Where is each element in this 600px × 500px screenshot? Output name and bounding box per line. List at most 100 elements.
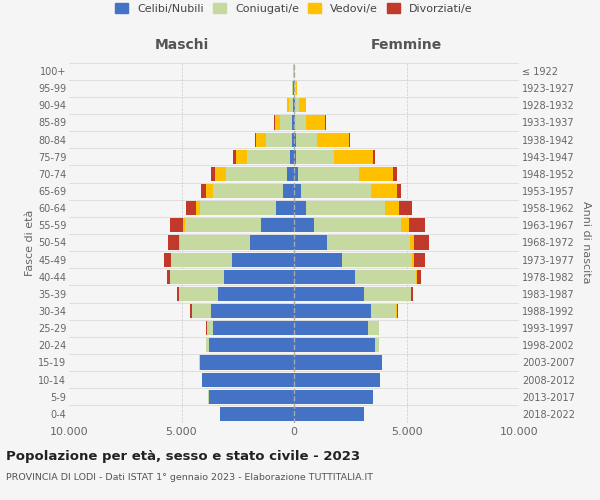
Bar — [247, 150, 290, 164]
Bar — [235, 150, 247, 164]
Bar — [355, 270, 415, 284]
Bar — [299, 98, 306, 112]
Bar — [255, 132, 256, 146]
Bar — [294, 98, 295, 112]
Bar — [294, 132, 296, 146]
Bar — [215, 167, 226, 181]
Bar — [185, 218, 262, 232]
Bar — [275, 116, 280, 130]
Bar — [213, 321, 294, 335]
Bar — [294, 270, 355, 284]
Bar — [280, 116, 292, 130]
Bar — [294, 372, 380, 386]
Bar — [368, 321, 379, 335]
Bar — [167, 270, 170, 284]
Bar — [385, 201, 400, 215]
Bar — [326, 236, 410, 250]
Bar — [409, 218, 425, 232]
Bar — [294, 252, 343, 266]
Bar — [206, 184, 214, 198]
Bar — [220, 407, 294, 421]
Y-axis label: Anni di nascita: Anni di nascita — [581, 201, 592, 284]
Bar — [400, 201, 412, 215]
Bar — [414, 252, 425, 266]
Bar — [187, 201, 196, 215]
Bar — [334, 150, 373, 164]
Bar — [181, 236, 250, 250]
Bar — [250, 236, 294, 250]
Bar — [290, 150, 294, 164]
Bar — [209, 390, 294, 404]
Text: Popolazione per età, sesso e stato civile - 2023: Popolazione per età, sesso e stato civil… — [6, 450, 360, 463]
Bar — [295, 81, 296, 95]
Bar — [170, 252, 172, 266]
Bar — [412, 287, 413, 301]
Bar — [179, 287, 218, 301]
Legend: Celibi/Nubili, Coniugati/e, Vedovi/e, Divorziati/e: Celibi/Nubili, Coniugati/e, Vedovi/e, Di… — [115, 4, 473, 14]
Bar — [214, 184, 283, 198]
Bar — [294, 321, 368, 335]
Bar — [306, 201, 385, 215]
Bar — [298, 167, 359, 181]
Bar — [343, 252, 412, 266]
Bar — [294, 356, 382, 370]
Bar — [183, 218, 185, 232]
Bar — [415, 270, 416, 284]
Bar — [169, 236, 179, 250]
Bar — [314, 218, 401, 232]
Bar — [209, 338, 294, 352]
Bar — [306, 116, 325, 130]
Bar — [317, 132, 349, 146]
Bar — [373, 150, 374, 164]
Bar — [294, 184, 301, 198]
Text: PROVINCIA DI LODI - Dati ISTAT 1° gennaio 2023 - Elaborazione TUTTITALIA.IT: PROVINCIA DI LODI - Dati ISTAT 1° gennai… — [6, 472, 373, 482]
Bar — [200, 201, 277, 215]
Bar — [262, 218, 294, 232]
Bar — [364, 287, 411, 301]
Bar — [206, 321, 213, 335]
Bar — [416, 270, 421, 284]
Bar — [371, 304, 397, 318]
Bar — [202, 372, 294, 386]
Bar — [294, 338, 375, 352]
Bar — [295, 116, 306, 130]
Y-axis label: Fasce di età: Fasce di età — [25, 210, 35, 276]
Bar — [294, 304, 371, 318]
Bar — [289, 98, 293, 112]
Bar — [359, 167, 392, 181]
Bar — [201, 184, 206, 198]
Bar — [199, 356, 294, 370]
Bar — [301, 184, 371, 198]
Bar — [294, 167, 298, 181]
Bar — [211, 167, 215, 181]
Bar — [170, 218, 183, 232]
Bar — [293, 98, 294, 112]
Bar — [179, 236, 181, 250]
Bar — [164, 252, 170, 266]
Bar — [292, 116, 294, 130]
Bar — [256, 132, 266, 146]
Bar — [233, 150, 235, 164]
Bar — [349, 132, 350, 146]
Bar — [397, 184, 401, 198]
Bar — [294, 150, 296, 164]
Bar — [412, 252, 414, 266]
Bar — [178, 287, 179, 301]
Bar — [294, 201, 306, 215]
Bar — [266, 132, 292, 146]
Bar — [371, 184, 397, 198]
Bar — [287, 98, 289, 112]
Bar — [206, 338, 209, 352]
Bar — [226, 167, 287, 181]
Bar — [287, 167, 294, 181]
Text: Femmine: Femmine — [371, 38, 442, 52]
Bar — [294, 390, 373, 404]
Bar — [170, 270, 224, 284]
Bar — [397, 304, 398, 318]
Bar — [410, 236, 414, 250]
Bar — [295, 98, 299, 112]
Bar — [414, 236, 428, 250]
Bar — [283, 184, 294, 198]
Bar — [296, 150, 334, 164]
Bar — [292, 81, 293, 95]
